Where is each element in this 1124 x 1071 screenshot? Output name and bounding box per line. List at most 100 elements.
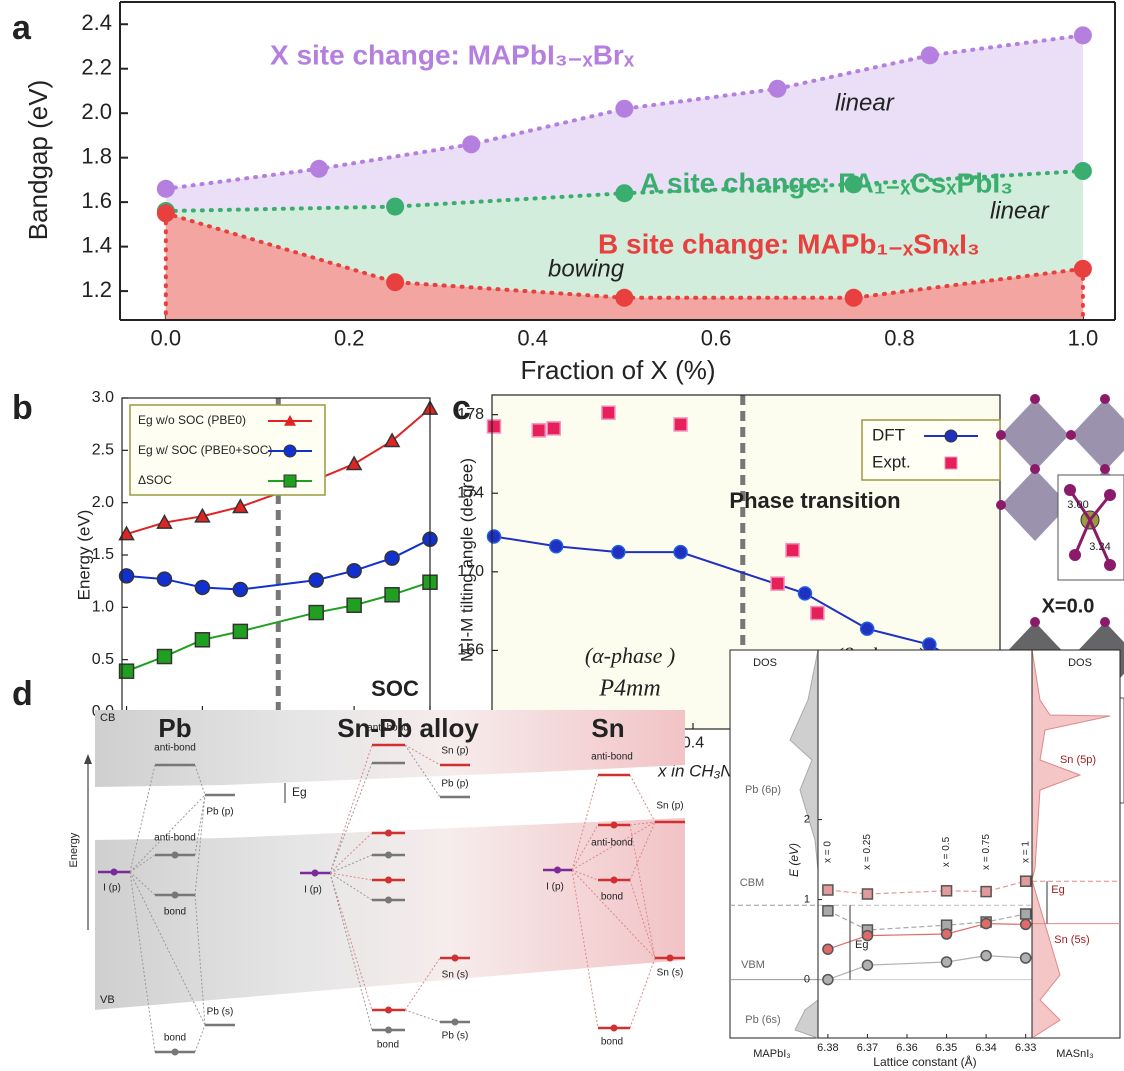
connector bbox=[630, 958, 655, 1028]
atom bbox=[1030, 464, 1040, 474]
level-dot bbox=[385, 830, 392, 837]
eg-label: Eg bbox=[855, 939, 868, 951]
legend-swatch bbox=[945, 457, 957, 469]
level-dot bbox=[312, 870, 319, 877]
level-label: Sn (s) bbox=[442, 970, 469, 981]
data-point bbox=[1074, 26, 1092, 44]
atom bbox=[1104, 489, 1116, 501]
data-point bbox=[1021, 919, 1031, 929]
atom bbox=[1030, 394, 1040, 404]
annotation: linear bbox=[835, 89, 895, 116]
panel-label: b bbox=[12, 389, 33, 427]
dos-label: CBM bbox=[740, 877, 764, 889]
y-tick-label: 1.6 bbox=[81, 188, 112, 213]
point-label: x = 0.25 bbox=[862, 834, 873, 870]
y-tick-label: 3.0 bbox=[92, 389, 114, 406]
point-label: x = 0.5 bbox=[941, 836, 952, 867]
column-title: Pb bbox=[158, 713, 191, 743]
y-tick-label: 1.2 bbox=[81, 277, 112, 302]
data-point bbox=[462, 135, 480, 153]
data-point bbox=[309, 606, 323, 620]
eg-label: Eg bbox=[292, 785, 307, 799]
legend-label: Expt. bbox=[872, 452, 911, 471]
data-point bbox=[823, 885, 833, 895]
data-point bbox=[862, 889, 872, 899]
data-point bbox=[385, 588, 399, 602]
legend-swatch bbox=[284, 445, 296, 457]
atom bbox=[1064, 484, 1076, 496]
data-point bbox=[487, 420, 500, 433]
data-point bbox=[615, 100, 633, 118]
atom bbox=[996, 500, 1006, 510]
x-axis-label: Fraction of X (%) bbox=[520, 355, 715, 385]
annotation: linear bbox=[990, 197, 1050, 224]
level-dot bbox=[667, 955, 674, 962]
atom bbox=[1066, 430, 1076, 440]
data-point bbox=[602, 406, 615, 419]
structure-label: X=0.0 bbox=[1042, 595, 1095, 617]
data-point bbox=[233, 624, 247, 638]
data-point bbox=[310, 160, 328, 178]
dos-compound: MASnI₃ bbox=[1056, 1048, 1094, 1060]
atom bbox=[1030, 617, 1040, 627]
level-label: anti-bond bbox=[591, 838, 633, 849]
dos-label: VBM bbox=[741, 959, 765, 971]
dos-compound: MAPbI₃ bbox=[753, 1048, 791, 1060]
connector bbox=[195, 1025, 205, 1052]
x-tick-label: 0.8 bbox=[884, 326, 915, 351]
data-point bbox=[811, 607, 824, 620]
band-label: CB bbox=[100, 712, 115, 724]
y-tick-label: 0.5 bbox=[92, 651, 114, 668]
level-label: bond bbox=[601, 892, 623, 903]
level-label: bond bbox=[377, 1040, 399, 1051]
y-tick-label: 2.2 bbox=[81, 55, 112, 80]
level-dot bbox=[111, 869, 118, 876]
legend-swatch bbox=[284, 475, 296, 487]
octahedron bbox=[1071, 399, 1124, 471]
data-point bbox=[385, 551, 399, 565]
y-tick-label: 1.8 bbox=[81, 143, 112, 168]
band-label: VB bbox=[100, 994, 115, 1006]
data-point bbox=[157, 572, 171, 586]
y-tick-label: 178 bbox=[457, 406, 484, 423]
x-axis-label: Lattice constant (Å) bbox=[873, 1054, 976, 1069]
level-label: Sn (s) bbox=[657, 968, 684, 979]
y-tick-label: 1.4 bbox=[81, 232, 112, 257]
level-dot bbox=[385, 1027, 392, 1034]
data-point bbox=[942, 886, 952, 896]
y-tick-label: 1.5 bbox=[92, 546, 114, 563]
data-point bbox=[157, 180, 175, 198]
legend-label: ΔSOC bbox=[138, 473, 172, 487]
y-axis-label: Bandgap (eV) bbox=[23, 80, 53, 240]
data-point bbox=[550, 540, 563, 553]
y-axis-label: Energy (eV) bbox=[74, 510, 93, 601]
level-dot bbox=[385, 852, 392, 859]
data-point bbox=[769, 80, 787, 98]
dos-label: Pb (6p) bbox=[745, 784, 781, 796]
bond-length: 3.00 bbox=[1067, 499, 1088, 511]
data-point bbox=[981, 887, 991, 897]
y-axis-label: E (eV) bbox=[787, 843, 801, 877]
data-point bbox=[309, 573, 323, 587]
level-dot bbox=[554, 867, 561, 874]
atom bbox=[1100, 617, 1110, 627]
data-point bbox=[233, 583, 247, 597]
data-point bbox=[798, 587, 811, 600]
legend-label: Eg w/ SOC (PBE0+SOC) bbox=[138, 443, 272, 457]
series-label: B site change: MAPb₁₋ₓSnₓI₃ bbox=[598, 228, 980, 259]
energy-label: Energy bbox=[68, 832, 80, 867]
atom bbox=[1069, 549, 1081, 561]
point-label: x = 0.75 bbox=[981, 834, 992, 870]
x-tick-label: 6.38 bbox=[817, 1042, 838, 1054]
data-point bbox=[195, 633, 209, 647]
level-label: I (p) bbox=[103, 883, 121, 894]
data-point bbox=[942, 957, 952, 967]
x-tick-label: 6.35 bbox=[936, 1042, 957, 1054]
data-point bbox=[845, 289, 863, 307]
level-label: Pb (p) bbox=[206, 807, 233, 818]
data-point bbox=[942, 929, 952, 939]
data-point bbox=[674, 546, 687, 559]
annotation: (α-phase ) bbox=[585, 643, 675, 668]
level-dot bbox=[452, 1019, 459, 1026]
data-point bbox=[1074, 162, 1092, 180]
